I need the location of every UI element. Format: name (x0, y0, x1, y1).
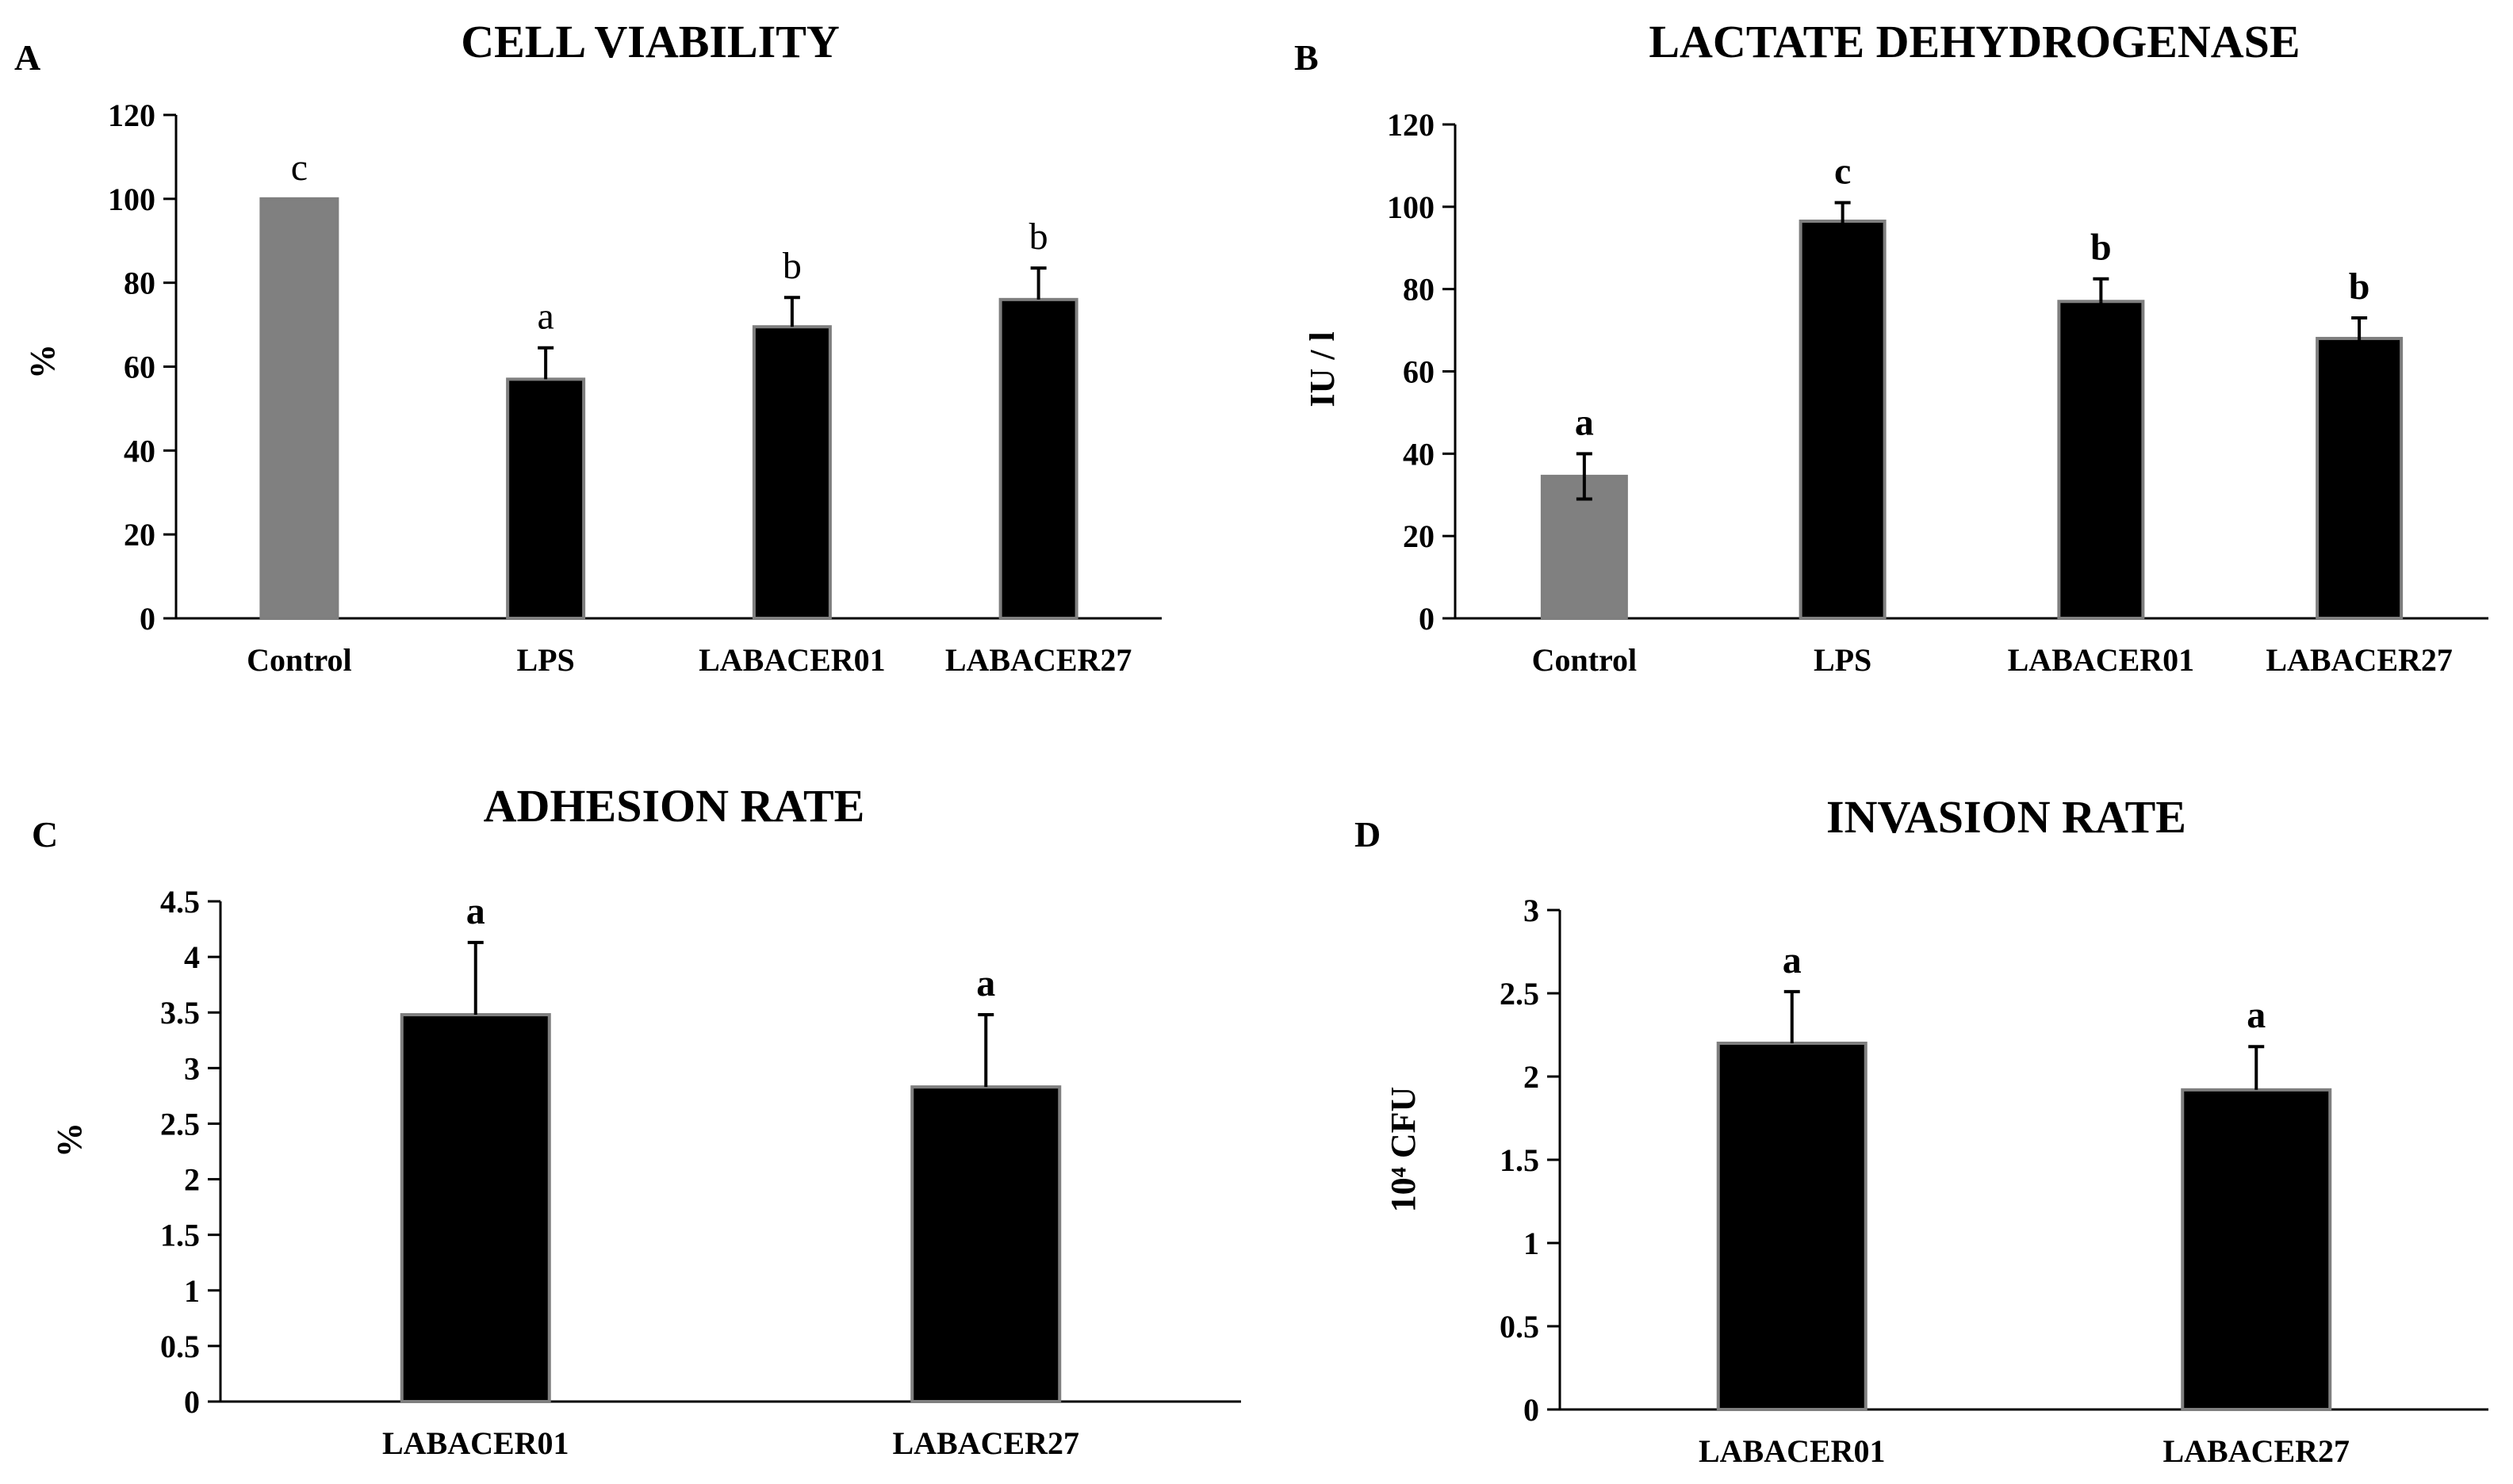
panel-c-letter: C (32, 814, 58, 855)
panel-a-category-label: LPS (516, 642, 574, 678)
panel-c-y-tick-label: 0.5 (160, 1329, 200, 1364)
panel-a: A CELL VIABILITY % 0 20 40 60 80 100 120 c Contr… (14, 16, 1162, 678)
panel-d-title: INVASION RATE (1826, 791, 2186, 843)
panel-a-significance-label: c (291, 147, 308, 189)
panel-a-y-tick-label: 100 (108, 182, 155, 217)
panel-b: B LACTATE DEHYDROGENASE IU / l 0 20 40 60 80… (1294, 16, 2488, 678)
panel-c-y-tick-label: 4 (184, 939, 200, 975)
panel-c-significance-label: a (976, 962, 995, 1004)
panel-b-bar (2057, 300, 2145, 620)
panel-a-y-tick-label: 80 (124, 266, 155, 301)
panel-c-bar (910, 1085, 1062, 1404)
panel-c-category-label: LABACER01 (382, 1425, 569, 1461)
panel-a-category-label: LABACER27 (945, 642, 1132, 678)
panel-a-bar (998, 297, 1078, 620)
panel-b-y-tick-label: 0 (1419, 601, 1435, 637)
panel-d-y-tick-label: 1.5 (1500, 1142, 1539, 1178)
panel-b-bar (2316, 336, 2404, 620)
panel-d-bar (1716, 1042, 1868, 1411)
panel-b-significance-label: b (2090, 227, 2112, 269)
panel-d-y-tick-label: 0 (1523, 1392, 1539, 1428)
panel-c-y-tick-label: 1.5 (160, 1218, 200, 1253)
panel-b-category-label: Control (1532, 642, 1638, 678)
panel-c-significance-label: a (466, 890, 485, 932)
panel-d-category-label: LABACER01 (1699, 1433, 1886, 1469)
panel-b-y-tick-label: 120 (1387, 107, 1435, 143)
panel-c: C ADHESION RATE % 0 0.5 1 1.5 2 2.5 3 3.5 4 4.5 a L… (32, 780, 1241, 1461)
panel-b-y-tick-label: 60 (1403, 354, 1435, 390)
panel-d-significance-label: a (2247, 994, 2266, 1036)
panel-a-significance-label: b (783, 245, 802, 287)
panel-c-y-tick-label: 3.5 (160, 995, 200, 1031)
panel-b-category-label: LPS (1814, 642, 1871, 678)
panel-d-y-tick-label: 3 (1523, 893, 1539, 928)
panel-b-bar (1799, 220, 1887, 620)
panel-b-y-tick-label: 100 (1387, 189, 1435, 225)
panel-b-significance-label: c (1834, 151, 1851, 193)
panel-c-category-label: LABACER27 (892, 1425, 1079, 1461)
panel-b-significance-label: b (2349, 266, 2370, 308)
panel-d-significance-label: a (1783, 939, 1802, 981)
panel-b-y-axis-label: IU / l (1303, 331, 1342, 407)
panel-a-category-label: LABACER01 (699, 642, 886, 678)
panel-a-significance-label: b (1029, 216, 1048, 258)
panel-b-plot: 0 20 40 60 80 100 120 a Control c LPS b LABACER01 b LA… (1387, 107, 2488, 678)
panel-b-title: LACTATE DEHYDROGENASE (1649, 16, 2300, 67)
panel-a-title: CELL VIABILITY (461, 16, 840, 67)
panel-c-plot: 0 0.5 1 1.5 2 2.5 3 3.5 4 4.5 a LABACER01 a LABACER27 (160, 884, 1241, 1461)
panel-d-category-label: LABACER27 (2162, 1433, 2350, 1469)
panel-b-y-tick-label: 20 (1403, 518, 1435, 554)
panel-a-y-axis-label: % (23, 344, 62, 379)
panel-a-significance-label: a (537, 296, 554, 338)
panel-c-y-axis-label: % (50, 1123, 89, 1157)
panel-a-bar (752, 325, 832, 620)
panel-a-y-tick-label: 60 (124, 350, 155, 385)
panel-a-letter: A (14, 37, 40, 78)
panel-d-y-tick-label: 2 (1523, 1059, 1539, 1095)
panel-d-plot: 0 0.5 1 1.5 2 2.5 3 a LABACER01 a LABACER27 (1500, 893, 2488, 1469)
panel-b-y-tick-label: 80 (1403, 272, 1435, 308)
panel-a-bar (506, 377, 586, 620)
panel-c-y-tick-label: 1 (184, 1273, 200, 1309)
panel-c-y-tick-label: 4.5 (160, 884, 200, 920)
panel-d-y-tick-label: 1 (1523, 1226, 1539, 1261)
panel-b-category-label: LABACER27 (2266, 642, 2453, 678)
panel-a-y-tick-label: 20 (124, 517, 155, 553)
panel-b-y-tick-label: 40 (1403, 436, 1435, 472)
panel-c-y-tick-label: 2.5 (160, 1106, 200, 1142)
panel-b-significance-label: a (1575, 401, 1594, 443)
panel-a-bar (259, 197, 339, 621)
panel-c-title: ADHESION RATE (484, 780, 865, 832)
panel-a-plot: 0 20 40 60 80 100 120 c Control a LPS b LABACER01 b LA… (108, 98, 1162, 678)
panel-d-y-axis-label: 10⁴ CFU (1384, 1087, 1423, 1213)
panel-a-category-label: Control (247, 642, 352, 678)
panel-a-y-tick-label: 40 (124, 433, 155, 469)
panel-d-letter: D (1354, 814, 1381, 855)
panel-a-y-tick-label: 120 (108, 98, 155, 133)
panel-d: D INVASION RATE 10⁴ CFU 0 0.5 1 1.5 2 2.5 3 a LA… (1354, 791, 2488, 1469)
panel-d-y-tick-label: 0.5 (1500, 1309, 1539, 1344)
panel-c-y-tick-label: 0 (184, 1384, 200, 1420)
panel-c-bar (400, 1013, 551, 1403)
panel-a-y-tick-label: 0 (140, 601, 155, 637)
panel-c-y-tick-label: 3 (184, 1050, 200, 1086)
panel-d-y-tick-label: 2.5 (1500, 976, 1539, 1012)
panel-d-bar (2181, 1088, 2332, 1412)
panel-b-category-label: LABACER01 (2008, 642, 2195, 678)
panel-c-y-tick-label: 2 (184, 1162, 200, 1198)
panel-b-letter: B (1294, 37, 1319, 78)
